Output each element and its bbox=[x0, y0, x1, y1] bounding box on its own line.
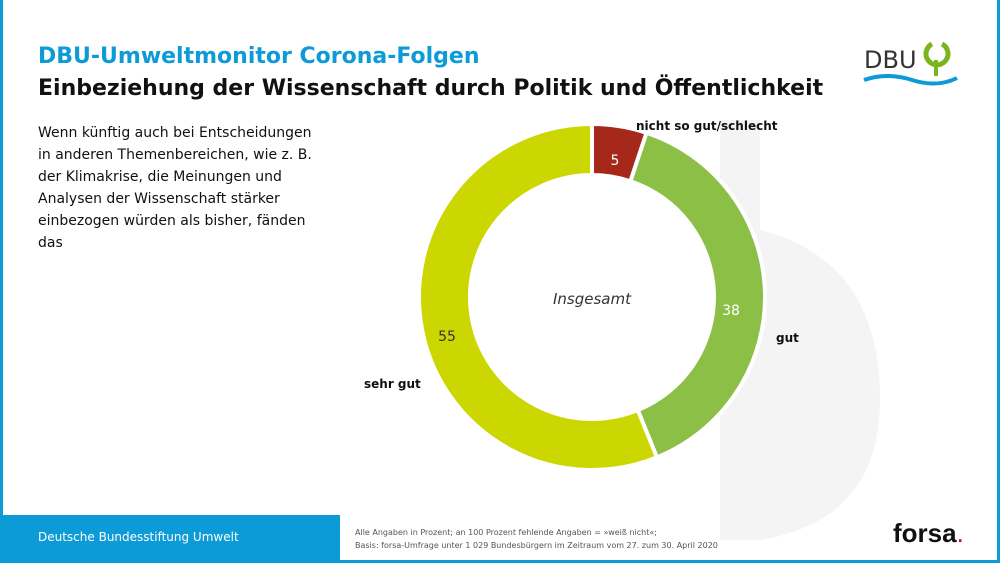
footer-note: Alle Angaben in Prozent; an 100 Prozent … bbox=[355, 526, 718, 552]
background-watermark bbox=[720, 120, 880, 540]
category-label-gut: gut bbox=[776, 331, 799, 345]
page-subtitle: Einbeziehung der Wissenschaft durch Poli… bbox=[38, 76, 824, 101]
forsa-logo: forsa. bbox=[893, 518, 964, 548]
question-text: Wenn künftig auch bei Entscheidungen in … bbox=[38, 125, 312, 251]
value-label-gut: 38 bbox=[722, 303, 740, 319]
dbu-logo: DBU bbox=[863, 41, 958, 86]
footer-org: Deutsche Bundesstiftung Umwelt bbox=[0, 515, 340, 563]
category-label-sehr-gut: sehr gut bbox=[364, 377, 421, 391]
value-label-nicht-so-gut: 5 bbox=[611, 153, 620, 169]
slice-sehr-gut bbox=[417, 121, 660, 472]
slice-gut bbox=[627, 130, 768, 460]
logo-text: DBU bbox=[864, 46, 917, 74]
category-label-nicht-so-gut: nicht so gut/schlecht bbox=[636, 119, 778, 133]
center-label: Insgesamt bbox=[553, 290, 632, 308]
note-line-1: Alle Angaben in Prozent; an 100 Prozent … bbox=[355, 528, 657, 537]
page-title: DBU-Umweltmonitor Corona-Folgen bbox=[38, 44, 480, 69]
value-label-sehr-gut: 55 bbox=[438, 329, 456, 345]
note-line-2: Basis: forsa-Umfrage unter 1 029 Bundesb… bbox=[355, 541, 718, 550]
